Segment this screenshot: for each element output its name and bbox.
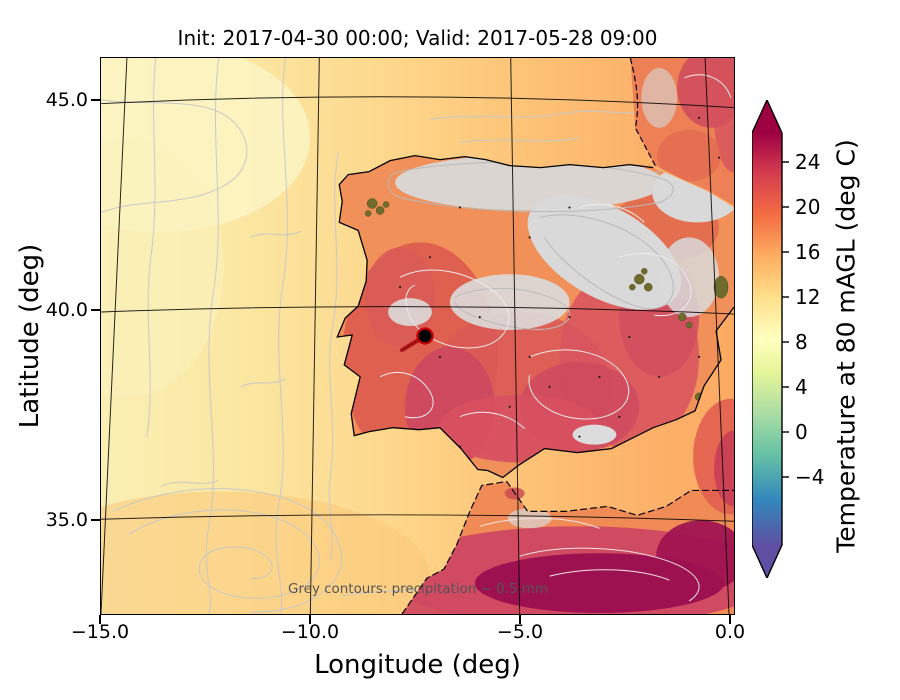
- x-tick-label: −5.0: [496, 621, 544, 643]
- y-tick-mark: [91, 519, 100, 521]
- colorbar-tick-label: 4: [795, 375, 808, 399]
- x-axis-label: Longitude (deg): [314, 650, 521, 680]
- colorbar-tick-label: 16: [795, 240, 821, 264]
- colorbar-tick-label: 20: [795, 195, 821, 219]
- colorbar-tick-marks: [782, 161, 789, 478]
- x-tick-label: −15.0: [70, 621, 130, 643]
- x-tick-mark: [309, 615, 311, 624]
- colorbar-extend-cold: [752, 545, 782, 578]
- colorbar-extend-hot: [752, 100, 782, 133]
- land-iberia: [337, 155, 734, 478]
- y-tick-label: 45.0: [45, 89, 88, 111]
- x-tick-mark: [729, 615, 731, 624]
- precipitation-annotation: Grey contours: precipitation ~ 0.5 mm: [288, 582, 548, 597]
- colorbar-label: Temperature at 80 mAGL (deg C): [831, 139, 861, 553]
- contour-specks: [399, 206, 701, 448]
- y-tick-mark: [91, 309, 100, 311]
- ocean-precip-contours: [101, 58, 652, 614]
- colorbar-tick-label: 0: [795, 420, 808, 444]
- x-tick-label: −10.0: [280, 621, 340, 643]
- plot-title: Init: 2017-04-30 00:00; Valid: 2017-05-2…: [177, 26, 658, 50]
- y-tick-label: 35.0: [45, 509, 88, 531]
- map-canvas: Grey contours: precipitation ~ 0.5 mm: [101, 58, 734, 614]
- x-tick-label: 0.0: [714, 621, 746, 643]
- colorbar-gradient: [751, 98, 789, 580]
- coastlines: [336, 58, 734, 614]
- map-plot-area: Grey contours: precipitation ~ 0.5 mm: [100, 57, 735, 615]
- location-marker: [400, 327, 434, 352]
- y-axis-label: Latitude (deg): [15, 243, 45, 429]
- x-tick-mark: [99, 615, 101, 624]
- colorbar-tick-label: 24: [795, 150, 821, 174]
- colorbar-tick-label: 8: [795, 330, 808, 354]
- colorbar: [751, 98, 790, 580]
- colorbar-tick-label: −4: [795, 465, 825, 489]
- graticule: [101, 58, 734, 614]
- land-france: [630, 58, 734, 206]
- y-tick-label: 40.0: [45, 299, 88, 321]
- x-tick-mark: [519, 615, 521, 624]
- colorbar-tick-label: 12: [795, 285, 821, 309]
- y-tick-mark: [91, 99, 100, 101]
